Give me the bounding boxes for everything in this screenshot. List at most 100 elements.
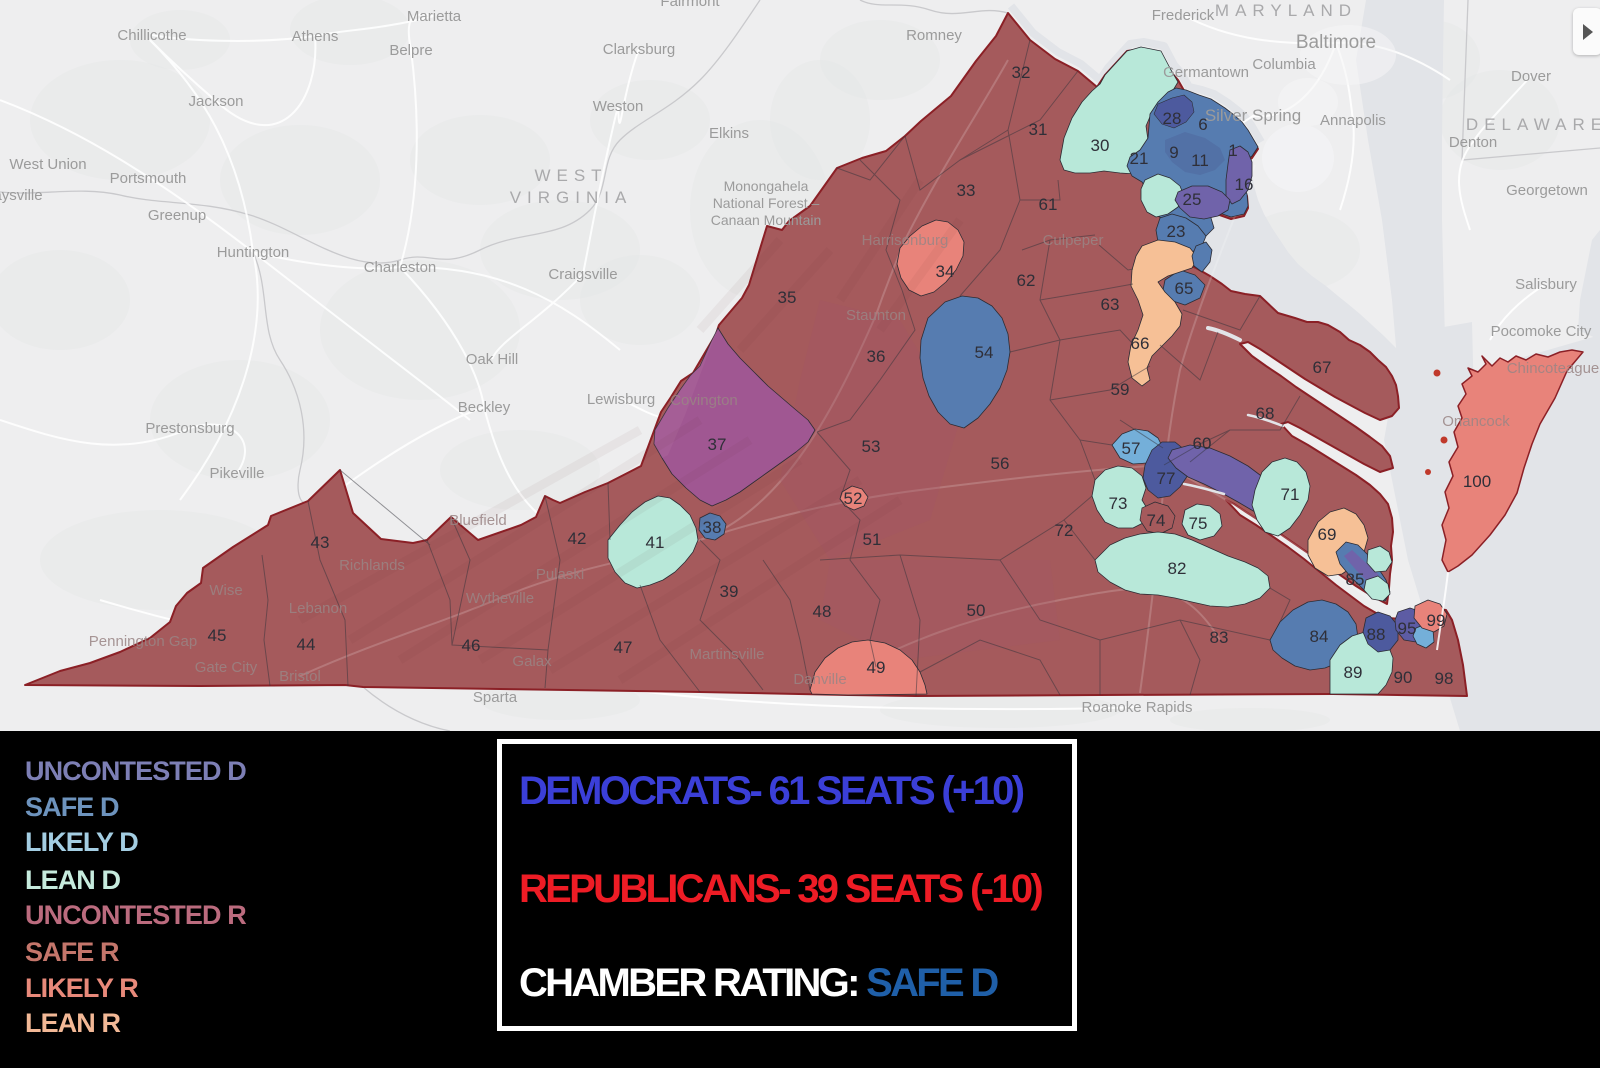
- svg-text:73: 73: [1109, 494, 1128, 513]
- svg-text:West Union: West Union: [9, 156, 86, 173]
- svg-text:Elkins: Elkins: [709, 125, 749, 142]
- svg-text:57: 57: [1122, 439, 1141, 458]
- svg-text:66: 66: [1131, 334, 1150, 353]
- svg-text:Beckley: Beckley: [458, 399, 511, 416]
- svg-text:Belpre: Belpre: [389, 42, 432, 59]
- svg-text:Marietta: Marietta: [407, 8, 462, 25]
- svg-text:28: 28: [1163, 109, 1182, 128]
- svg-text:Athens: Athens: [292, 28, 339, 45]
- svg-text:Charleston: Charleston: [364, 259, 437, 276]
- svg-text:Roanoke Rapids: Roanoke Rapids: [1082, 699, 1193, 716]
- svg-text:54: 54: [975, 343, 994, 362]
- svg-text:23: 23: [1167, 222, 1186, 241]
- svg-text:Bluefield: Bluefield: [449, 512, 507, 529]
- svg-text:Culpeper: Culpeper: [1043, 232, 1104, 249]
- svg-text:11: 11: [1191, 151, 1209, 170]
- svg-text:Onancock: Onancock: [1442, 413, 1510, 430]
- svg-text:Pulaski: Pulaski: [536, 566, 584, 583]
- svg-text:Jackson: Jackson: [188, 93, 243, 110]
- svg-text:9: 9: [1169, 143, 1178, 162]
- svg-text:Sparta: Sparta: [473, 689, 518, 706]
- svg-text:52: 52: [844, 489, 863, 508]
- svg-text:37: 37: [708, 435, 727, 454]
- svg-text:Prestonsburg: Prestonsburg: [145, 420, 234, 437]
- svg-text:61: 61: [1039, 195, 1058, 214]
- svg-text:42: 42: [568, 529, 587, 548]
- svg-text:Staunton: Staunton: [846, 307, 906, 324]
- svg-text:Bristol: Bristol: [279, 668, 321, 685]
- svg-text:35: 35: [778, 288, 797, 307]
- svg-text:Clarksburg: Clarksburg: [603, 41, 676, 58]
- svg-text:Lewisburg: Lewisburg: [587, 391, 655, 408]
- svg-text:74: 74: [1147, 511, 1166, 530]
- svg-text:95: 95: [1398, 619, 1417, 638]
- svg-text:MARYLAND: MARYLAND: [1215, 1, 1357, 20]
- svg-text:Lebanon: Lebanon: [289, 600, 347, 617]
- svg-text:Canaan Mountain: Canaan Mountain: [711, 212, 822, 228]
- svg-text:60: 60: [1193, 434, 1212, 453]
- svg-text:Baltimore: Baltimore: [1296, 32, 1376, 53]
- svg-text:45: 45: [208, 626, 227, 645]
- svg-text:65: 65: [1175, 279, 1194, 298]
- svg-text:41: 41: [646, 533, 665, 552]
- svg-text:47: 47: [614, 638, 633, 657]
- svg-text:34: 34: [936, 262, 955, 281]
- svg-text:Weston: Weston: [593, 98, 644, 115]
- svg-text:44: 44: [297, 635, 316, 654]
- svg-text:56: 56: [991, 454, 1010, 473]
- svg-text:Martinsville: Martinsville: [689, 646, 764, 663]
- svg-text:Dover: Dover: [1511, 68, 1551, 85]
- svg-text:88: 88: [1367, 625, 1386, 644]
- svg-text:75: 75: [1189, 514, 1208, 533]
- svg-text:33: 33: [957, 181, 976, 200]
- svg-text:67: 67: [1313, 358, 1332, 377]
- svg-text:85: 85: [1346, 570, 1365, 589]
- svg-text:Fairmont: Fairmont: [660, 0, 720, 10]
- svg-text:49: 49: [867, 658, 886, 677]
- svg-text:Romney: Romney: [906, 27, 962, 44]
- svg-text:16: 16: [1235, 175, 1254, 194]
- svg-text:82: 82: [1168, 559, 1187, 578]
- svg-text:VIRGINIA: VIRGINIA: [510, 188, 633, 207]
- svg-text:62: 62: [1017, 271, 1036, 290]
- svg-text:100: 100: [1463, 472, 1491, 491]
- svg-text:Salisbury: Salisbury: [1515, 276, 1577, 293]
- svg-text:Harrisonburg: Harrisonburg: [862, 232, 949, 249]
- svg-text:72: 72: [1055, 521, 1074, 540]
- svg-text:Galax: Galax: [512, 653, 552, 670]
- svg-text:aysville: aysville: [0, 187, 43, 204]
- svg-text:Wytheville: Wytheville: [466, 590, 534, 607]
- svg-text:46: 46: [462, 636, 481, 655]
- svg-text:36: 36: [867, 347, 886, 366]
- svg-text:38: 38: [703, 518, 722, 537]
- svg-text:77: 77: [1157, 469, 1176, 488]
- svg-text:1: 1: [1228, 141, 1237, 160]
- svg-text:89: 89: [1344, 663, 1363, 682]
- svg-text:Craigsville: Craigsville: [548, 266, 617, 283]
- svg-text:71: 71: [1281, 485, 1300, 504]
- svg-text:Gate City: Gate City: [195, 659, 258, 676]
- svg-text:32: 32: [1012, 63, 1031, 82]
- svg-text:6: 6: [1198, 115, 1207, 134]
- svg-text:83: 83: [1210, 628, 1229, 647]
- svg-text:Covington: Covington: [670, 392, 738, 409]
- svg-text:Pocomoke City: Pocomoke City: [1491, 323, 1592, 340]
- svg-text:Danville: Danville: [793, 671, 846, 688]
- svg-text:Richlands: Richlands: [339, 557, 405, 574]
- svg-text:Georgetown: Georgetown: [1506, 182, 1588, 199]
- svg-text:98: 98: [1435, 669, 1454, 688]
- svg-text:84: 84: [1310, 627, 1329, 646]
- svg-text:99: 99: [1427, 611, 1446, 630]
- svg-text:43: 43: [311, 533, 330, 552]
- svg-text:50: 50: [967, 601, 986, 620]
- svg-text:Columbia: Columbia: [1252, 56, 1316, 73]
- svg-text:Denton: Denton: [1449, 134, 1497, 151]
- svg-text:Annapolis: Annapolis: [1320, 112, 1386, 129]
- svg-text:Silver Spring: Silver Spring: [1205, 106, 1301, 125]
- svg-text:39: 39: [720, 582, 739, 601]
- svg-text:48: 48: [813, 602, 832, 621]
- svg-text:Frederick: Frederick: [1152, 7, 1215, 24]
- svg-text:63: 63: [1101, 295, 1120, 314]
- svg-text:68: 68: [1256, 404, 1275, 423]
- svg-text:90: 90: [1394, 668, 1413, 687]
